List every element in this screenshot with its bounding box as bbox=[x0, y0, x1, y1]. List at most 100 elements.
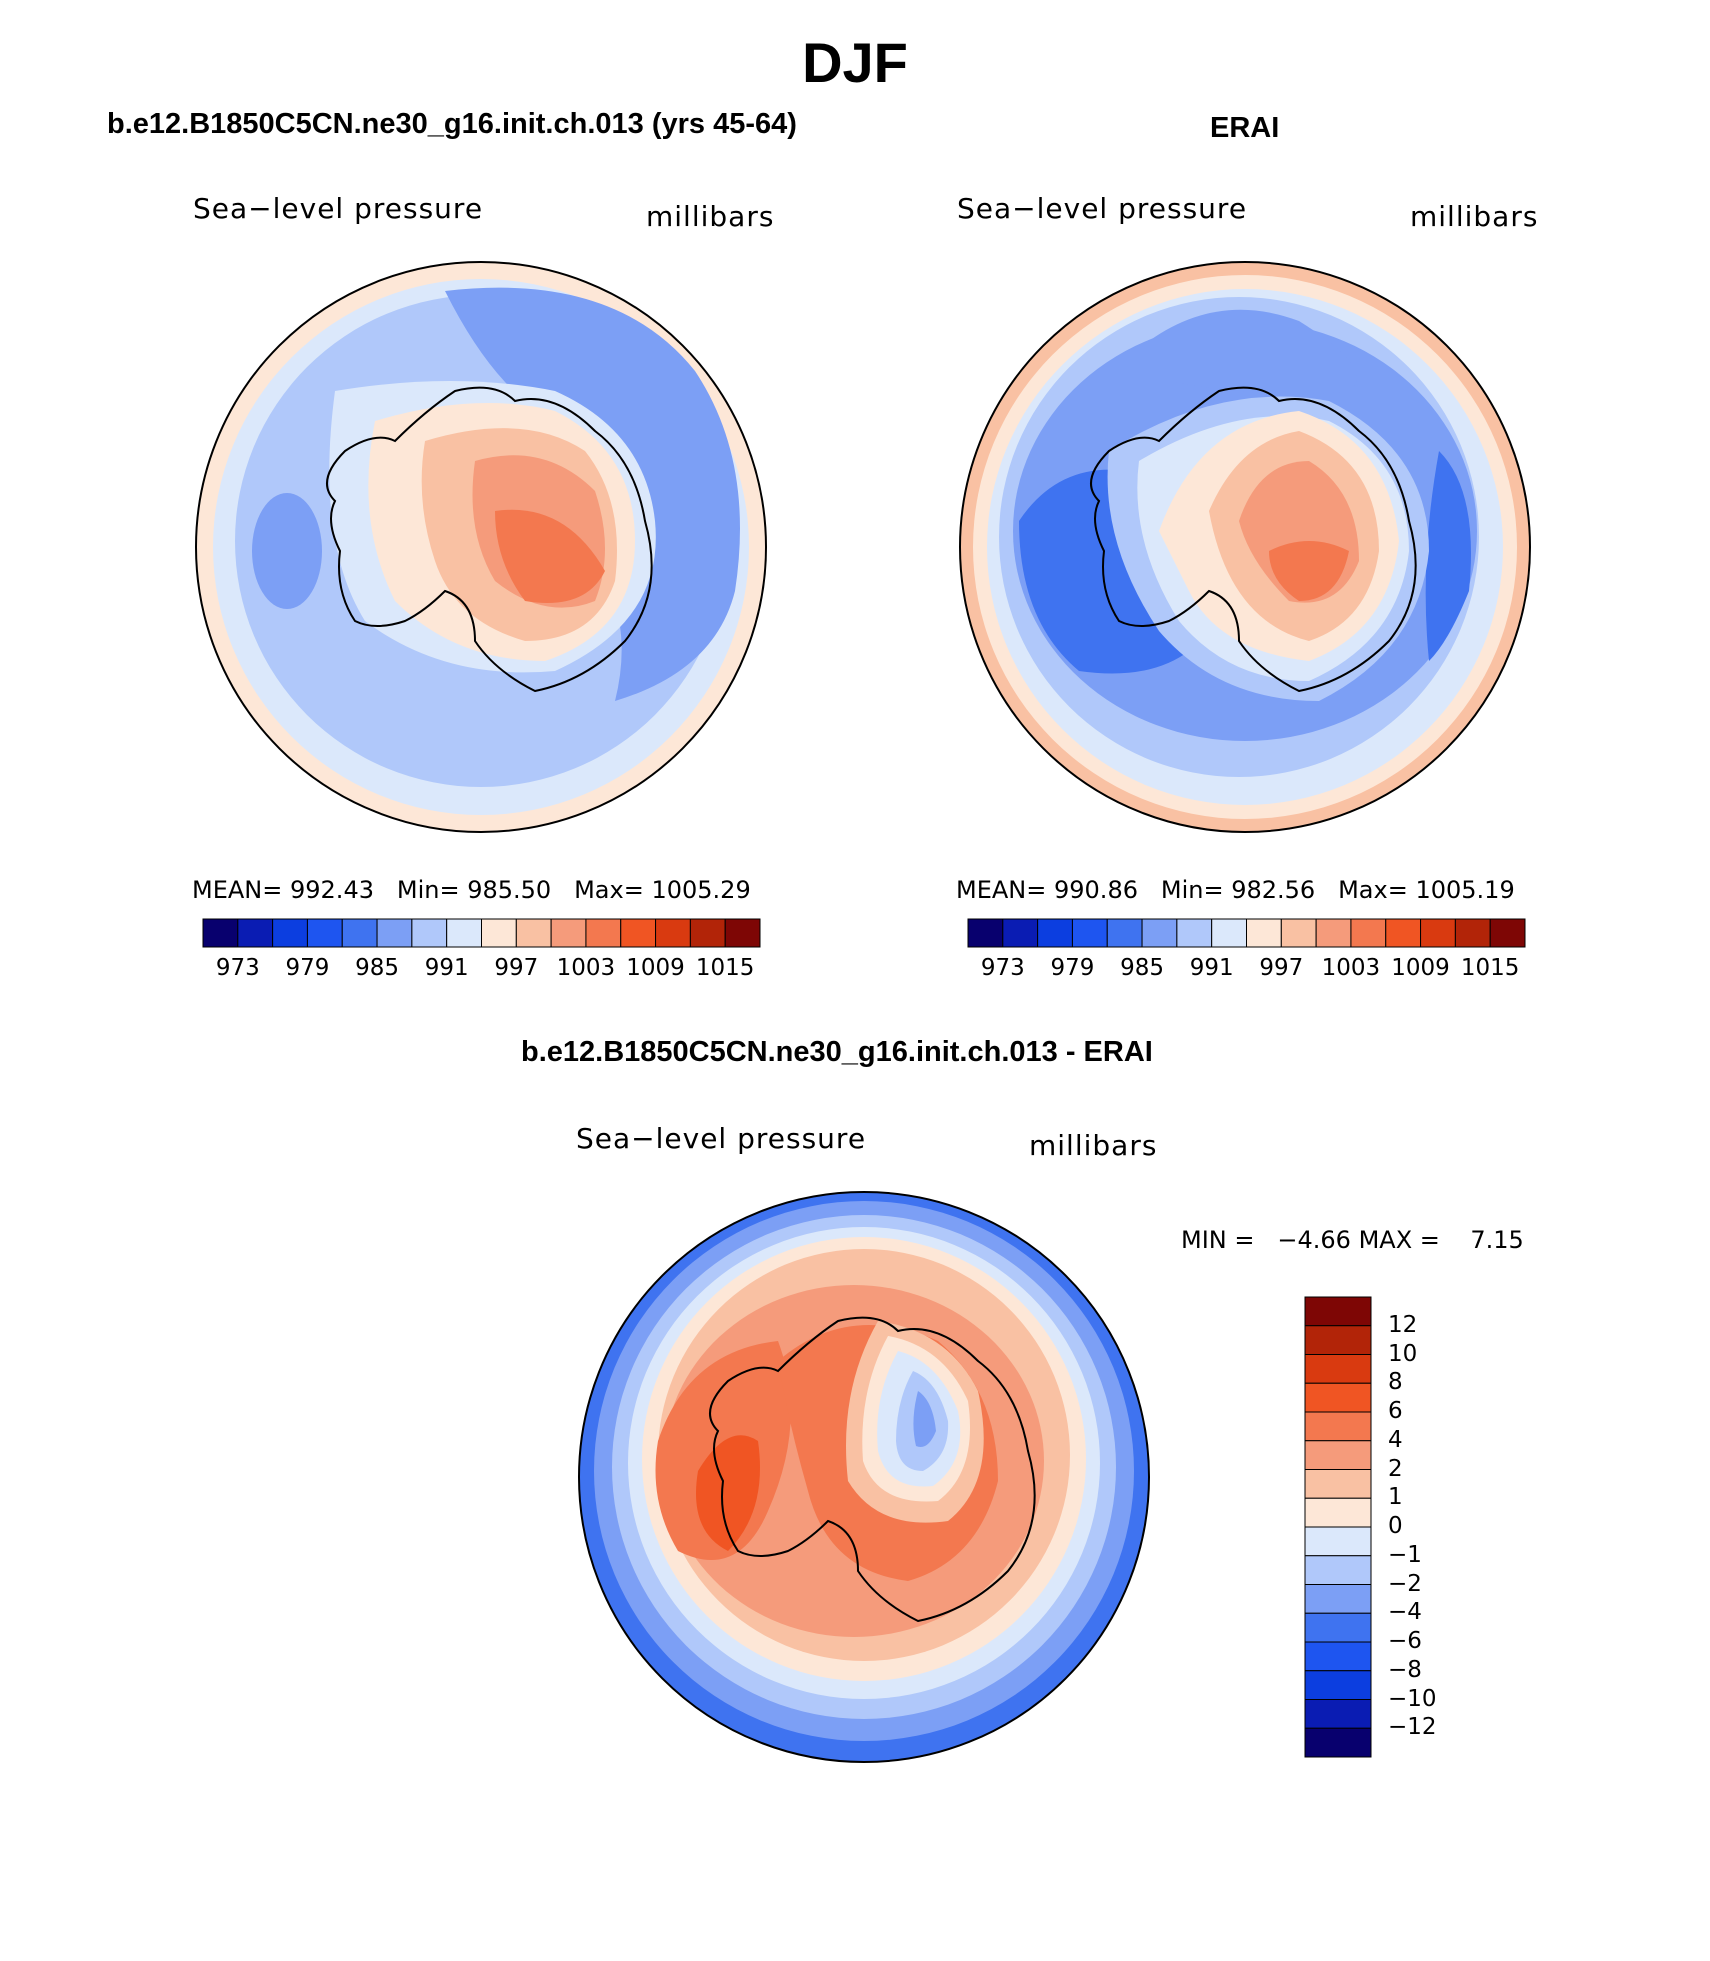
panel-erai-max-value: 1005.19 bbox=[1415, 876, 1515, 904]
colorbar-tick: −10 bbox=[1388, 1685, 1437, 1712]
colorbar-box bbox=[1176, 918, 1213, 948]
colorbar-box bbox=[306, 918, 343, 948]
colorbar-box bbox=[1280, 918, 1317, 948]
colorbar-tick: 0 bbox=[1388, 1513, 1403, 1539]
colorbar-tick: 997 bbox=[494, 955, 539, 981]
colorbar-box bbox=[1304, 1440, 1372, 1470]
colorbar-box bbox=[1304, 1584, 1372, 1614]
panel-erai-colorbar bbox=[967, 918, 1526, 948]
panel-diff-map bbox=[578, 1191, 1150, 1763]
colorbar-box bbox=[655, 918, 691, 948]
panel-erai-colorbar-ticks: 973 979 985 991 997 1003 1009 1015 bbox=[968, 955, 1525, 983]
panel-model-max-value: 1005.29 bbox=[651, 876, 751, 904]
colorbar-box bbox=[1350, 918, 1387, 948]
panel-diff-max-value: 7.15 bbox=[1470, 1226, 1524, 1254]
colorbar-box bbox=[376, 918, 413, 948]
panel-erai-title: ERAI bbox=[1210, 112, 1280, 144]
colorbar-box bbox=[550, 918, 587, 948]
colorbar-tick: 2 bbox=[1388, 1455, 1403, 1482]
colorbar-box bbox=[1304, 1612, 1372, 1643]
panel-erai-stats: MEAN= 990.86 Min= 982.56 Max= 1005.19 bbox=[956, 876, 1515, 904]
colorbar-box bbox=[1141, 918, 1178, 948]
colorbar-box bbox=[1037, 918, 1073, 948]
colorbar-tick: 4 bbox=[1388, 1426, 1403, 1453]
colorbar-box bbox=[1420, 918, 1456, 948]
colorbar-tick: −2 bbox=[1388, 1570, 1422, 1597]
colorbar-box bbox=[237, 918, 274, 948]
colorbar-box bbox=[481, 918, 517, 948]
panel-erai-map bbox=[959, 261, 1531, 833]
panel-diff-units-label: millibars bbox=[1029, 1129, 1158, 1162]
panel-model-title: b.e12.B1850C5CN.ne30_g16.init.ch.013 (yr… bbox=[107, 108, 797, 140]
colorbar-box bbox=[341, 918, 378, 948]
colorbar-tick: −12 bbox=[1388, 1714, 1437, 1741]
panel-erai-mean-value: 990.86 bbox=[1054, 876, 1138, 904]
panel-diff-min-value: −4.66 bbox=[1277, 1226, 1351, 1254]
panel-erai-min-value: 982.56 bbox=[1231, 876, 1316, 904]
colorbar-box bbox=[1106, 918, 1143, 948]
panel-erai-max-label: Max= bbox=[1338, 876, 1408, 904]
colorbar-box bbox=[585, 918, 622, 948]
colorbar-box bbox=[1304, 1699, 1372, 1729]
colorbar-tick: 991 bbox=[424, 955, 469, 981]
antarctica-coastline-icon bbox=[1090, 386, 1417, 693]
colorbar-tick: 985 bbox=[1120, 955, 1165, 981]
colorbar-box bbox=[202, 918, 239, 948]
colorbar-tick: 1015 bbox=[695, 955, 755, 981]
colorbar-tick: 1003 bbox=[556, 955, 616, 981]
panel-diff-colorbar bbox=[1304, 1296, 1372, 1758]
panel-erai-variable-label: Sea−level pressure bbox=[957, 192, 1248, 225]
colorbar-tick: 997 bbox=[1259, 955, 1304, 981]
colorbar-tick: 979 bbox=[1050, 955, 1095, 981]
figure-title: DJF bbox=[802, 31, 908, 94]
panel-model-min-value: 985.50 bbox=[467, 876, 552, 904]
colorbar-box bbox=[620, 918, 657, 948]
colorbar-box bbox=[446, 918, 482, 948]
colorbar-box bbox=[515, 918, 552, 948]
colorbar-tick: 991 bbox=[1189, 955, 1234, 981]
colorbar-box bbox=[1002, 918, 1039, 948]
colorbar-box bbox=[1304, 1411, 1372, 1442]
panel-model-variable-label: Sea−level pressure bbox=[193, 192, 484, 225]
colorbar-tick: 1009 bbox=[1391, 955, 1450, 981]
colorbar-tick: 1009 bbox=[626, 955, 685, 981]
colorbar-tick: −1 bbox=[1388, 1541, 1422, 1568]
colorbar-box bbox=[1304, 1526, 1372, 1557]
panel-diff-min-label: MIN = bbox=[1181, 1226, 1255, 1254]
colorbar-box bbox=[1304, 1382, 1372, 1413]
colorbar-box bbox=[1211, 918, 1247, 948]
colorbar-box bbox=[1304, 1641, 1372, 1672]
colorbar-box bbox=[1489, 918, 1526, 948]
colorbar-box bbox=[1385, 918, 1422, 948]
colorbar-box bbox=[689, 918, 726, 948]
panel-model-map bbox=[195, 261, 767, 833]
colorbar-box bbox=[1304, 1354, 1372, 1384]
colorbar-box bbox=[1304, 1727, 1372, 1758]
colorbar-tick: −6 bbox=[1388, 1628, 1422, 1654]
panel-model-stats: MEAN= 992.43 Min= 985.50 Max= 1005.29 bbox=[192, 876, 751, 904]
colorbar-box bbox=[1304, 1325, 1372, 1355]
panel-diff-colorbar-ticks: 12 10 8 6 4 2 1 0 −1 −2 −4 −6 −8 −10 −12 bbox=[1388, 1297, 1468, 1757]
colorbar-box bbox=[724, 918, 761, 948]
colorbar-box bbox=[1246, 918, 1282, 948]
colorbar-box bbox=[1454, 918, 1491, 948]
colorbar-tick: 1003 bbox=[1321, 955, 1381, 981]
colorbar-tick: 8 bbox=[1388, 1369, 1403, 1396]
colorbar-tick: 985 bbox=[355, 955, 400, 981]
colorbar-box bbox=[1315, 918, 1352, 948]
colorbar-box bbox=[1304, 1497, 1372, 1528]
colorbar-box bbox=[1304, 1555, 1372, 1585]
panel-erai-min-label: Min= bbox=[1160, 876, 1224, 904]
panel-diff-stats: MIN = −4.66 MAX = 7.15 bbox=[1181, 1226, 1524, 1254]
colorbar-tick: 973 bbox=[215, 955, 260, 981]
colorbar-tick: 973 bbox=[980, 955, 1025, 981]
panel-model-units-label: millibars bbox=[646, 200, 775, 233]
panel-model-colorbar bbox=[202, 918, 761, 948]
panel-model-mean-label: MEAN= bbox=[192, 876, 283, 904]
colorbar-tick: 979 bbox=[285, 955, 330, 981]
colorbar-tick: 1015 bbox=[1460, 955, 1520, 981]
colorbar-box bbox=[1071, 918, 1108, 948]
colorbar-tick: 12 bbox=[1388, 1311, 1418, 1338]
colorbar-box bbox=[1304, 1296, 1372, 1327]
colorbar-box bbox=[967, 918, 1004, 948]
